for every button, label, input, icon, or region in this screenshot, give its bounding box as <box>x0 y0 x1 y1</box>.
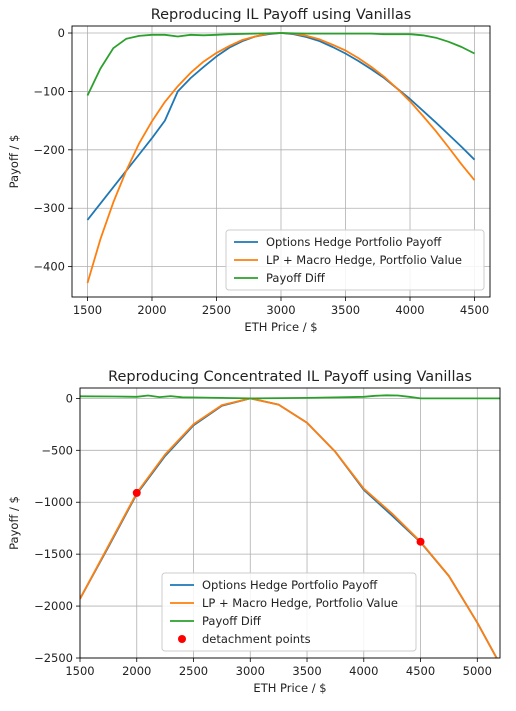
legend-marker <box>178 635 186 643</box>
legend-label: LP + Macro Hedge, Portfolio Value <box>202 596 398 610</box>
x-axis-label: ETH Price / $ <box>244 320 317 334</box>
ticks: 1500 2000 2500 3000 3500 4000 4500 0 −100 −200 −30… <box>33 26 489 317</box>
series-lines <box>80 394 500 658</box>
y-axis-label: Payoff / $ <box>7 496 21 550</box>
series-line-2 <box>80 397 498 658</box>
chart-title: Reproducing IL Payoff using Vanillas <box>151 7 412 23</box>
legend: Options Hedge Portfolio Payoff LP + Macro… <box>161 572 417 652</box>
y-tick-label: −300 <box>33 201 65 215</box>
grid <box>72 26 490 297</box>
detachment-points <box>132 488 425 546</box>
x-axis-label: ETH Price / $ <box>253 681 326 695</box>
legend-frame <box>161 572 417 652</box>
series-line-3 <box>80 394 500 400</box>
x-tick-label: 2500 <box>179 664 208 678</box>
x-tick-label: 2000 <box>122 664 151 678</box>
x-tick-label: 4500 <box>460 303 489 317</box>
legend-label: LP + Macro Hedge, Portfolio Value <box>266 253 462 267</box>
y-tick-label: −100 <box>33 84 65 98</box>
legend-label: Options Hedge Portfolio Payoff <box>266 235 442 249</box>
x-tick-label: 5000 <box>463 664 492 678</box>
y-tick-label: −200 <box>33 143 65 157</box>
legend: Options Hedge Portfolio Payoff LP + Macro… <box>225 229 485 291</box>
x-tick-label: 4500 <box>406 664 435 678</box>
y-axis-label: Payoff / $ <box>7 135 21 189</box>
legend-label: Options Hedge Portfolio Payoff <box>202 578 378 592</box>
y-tick-label: −2000 <box>34 599 73 613</box>
legend-frame <box>225 229 485 291</box>
chart-title: Reproducing Concentrated IL Payoff using… <box>108 369 472 385</box>
detachment-point <box>132 488 141 497</box>
series-line-3 <box>86 32 475 96</box>
legend-label: detachment points <box>202 632 311 646</box>
x-tick-label: 4000 <box>395 303 424 317</box>
x-tick-label: 4000 <box>349 664 378 678</box>
y-tick-label: −1500 <box>34 547 73 561</box>
y-tick-label: −1000 <box>34 495 73 509</box>
y-tick-label: −2500 <box>34 651 73 665</box>
legend-label: Payoff Diff <box>202 614 262 628</box>
x-tick-label: 3500 <box>331 303 360 317</box>
x-tick-label: 1500 <box>73 303 102 317</box>
axes-frame <box>79 387 501 659</box>
detachment-point <box>416 537 425 546</box>
chart-1: 1500 2000 2500 3000 3500 4000 4500 0 −100 −200 −30… <box>7 7 491 334</box>
ticks: 1500 2000 2500 3000 3500 4000 4500 5000 0 −500 −10… <box>34 391 492 678</box>
x-tick-label: 2500 <box>202 303 231 317</box>
y-tick-label: 0 <box>58 26 65 40</box>
x-tick-label: 1500 <box>65 664 94 678</box>
x-tick-label: 2000 <box>137 303 166 317</box>
x-tick-label: 3000 <box>266 303 295 317</box>
series-lines <box>86 32 476 284</box>
legend-label: Payoff Diff <box>266 271 326 285</box>
y-tick-label: −500 <box>41 443 73 457</box>
x-tick-label: 3500 <box>292 664 321 678</box>
x-tick-label: 3000 <box>236 664 265 678</box>
chart-2: 1500 2000 2500 3000 3500 4000 4500 5000 0 −500 −10… <box>7 369 501 695</box>
y-tick-label: −400 <box>33 260 65 274</box>
y-tick-label: 0 <box>66 391 73 405</box>
